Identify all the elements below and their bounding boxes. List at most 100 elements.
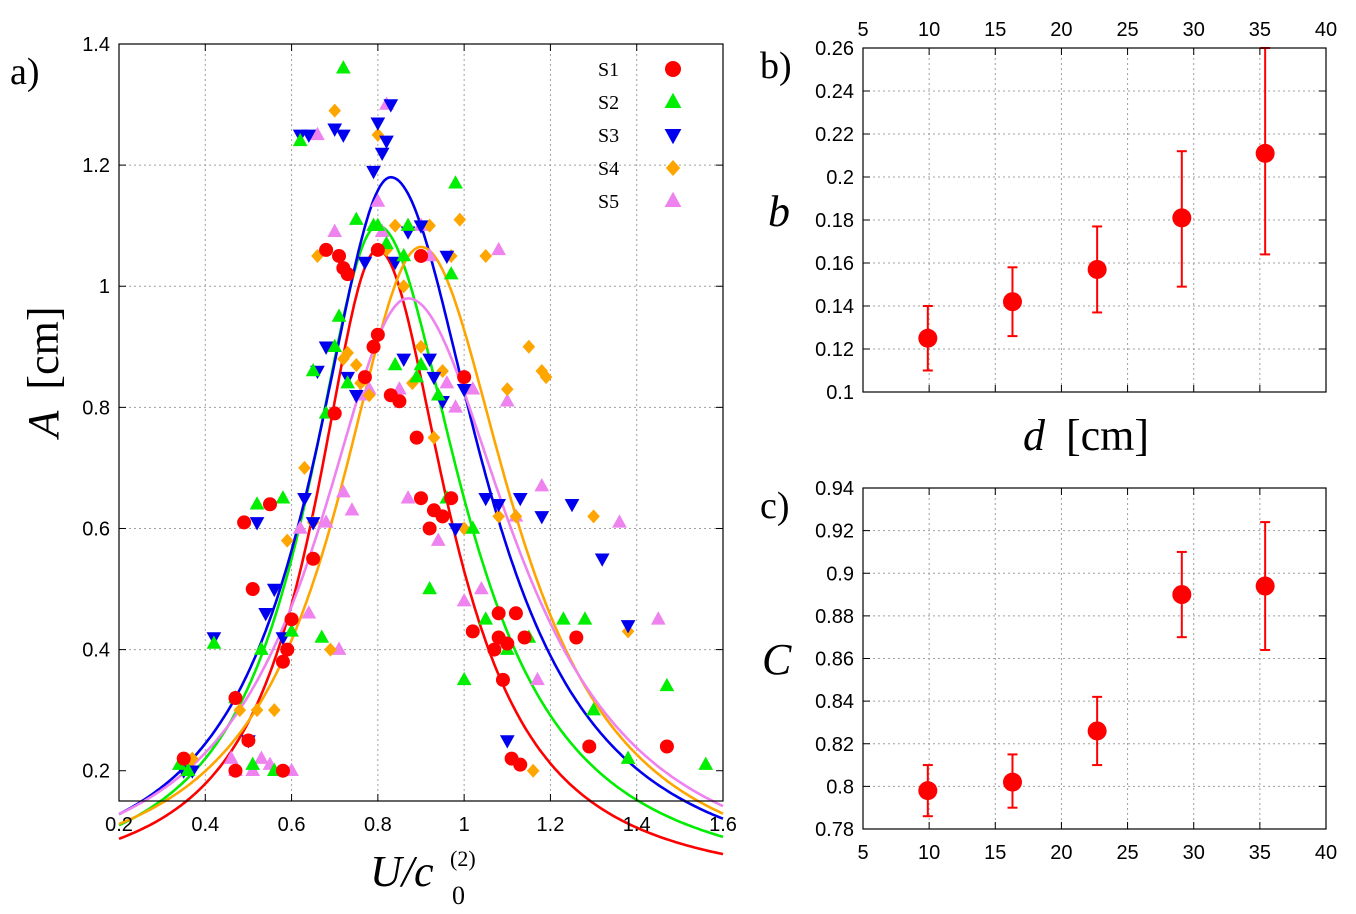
data-point-s4 [397, 279, 411, 294]
legend-label-s5: S5 [598, 191, 619, 213]
panel-a-frame [118, 43, 724, 802]
data-point-s1 [465, 624, 480, 639]
data-point-s1 [457, 370, 472, 385]
data-point-s5 [456, 593, 472, 607]
data-point-s2 [284, 623, 299, 637]
data-point-s4 [509, 509, 523, 524]
data-point-s2 [327, 338, 343, 353]
data-point-s4 [298, 460, 311, 475]
data-point-c [1172, 585, 1192, 605]
y-tick-label: 1 [99, 276, 110, 298]
data-point-s1 [569, 630, 584, 645]
data-point-s2 [245, 756, 261, 770]
data-point-s2 [400, 217, 416, 231]
data-point-s1 [357, 370, 372, 385]
data-point-s4 [427, 430, 441, 445]
data-point-s3 [512, 492, 528, 507]
panel-a-grid [119, 44, 723, 801]
y-tick-label: 0.12 [815, 339, 854, 361]
data-point-s5 [439, 375, 455, 389]
data-point-s4 [349, 357, 363, 372]
data-point-s5 [465, 381, 481, 395]
x-tick-label: 40 [1315, 842, 1337, 864]
data-point-s1 [659, 739, 674, 754]
panel-b-grid [863, 48, 1326, 392]
x-tick-label: 5 [857, 19, 868, 41]
data-point-s1 [414, 491, 428, 506]
data-point-s1 [422, 521, 437, 536]
data-point-s2 [396, 247, 412, 262]
legend-marker-s3 [664, 129, 682, 145]
legend-marker-s1 [665, 61, 681, 77]
data-point-s2 [430, 387, 446, 401]
data-point-s4 [436, 364, 449, 379]
y-tick-label: 0.88 [815, 606, 854, 628]
data-point-s5 [254, 750, 269, 764]
x-tick-label: 0.4 [191, 814, 219, 836]
panel-a-xlabel: U/c [370, 847, 434, 896]
panel-c-ticks: 5 10 15 20 25 30 35 40 0.78 0.8 0.82 0.84 0.86 0.88 0.… [815, 478, 1337, 864]
data-point-s3 [426, 371, 442, 386]
y-tick-label: 1.2 [82, 155, 110, 177]
data-point-s5 [400, 490, 416, 504]
data-point-s3 [383, 99, 399, 113]
data-point-s3 [318, 341, 334, 355]
y-tick-label: 0.2 [826, 167, 854, 189]
data-point-s1 [392, 394, 407, 409]
data-point-c [1087, 721, 1107, 741]
data-point-s1 [370, 327, 385, 342]
panel-a-ticks: 0.2 0.4 0.6 0.8 1 1.2 1.4 1.6 0.2 0.4 0.6 0.8 1 1.2 1.… [82, 34, 737, 836]
data-point-s4 [539, 370, 553, 385]
data-point-s5 [370, 193, 386, 207]
data-point-s1 [513, 757, 528, 772]
panel-b: 5 10 15 20 25 30 35 40 0.1 0.12 0.14 0.16 0.18 0.2 0.2… [760, 19, 1337, 460]
x-tick-label: 10 [918, 842, 940, 864]
x-tick-label: 0.6 [278, 814, 306, 836]
data-point-s4 [587, 509, 600, 524]
data-point-s4 [250, 703, 264, 718]
x-tick-label: 25 [1116, 842, 1138, 864]
data-point-s3 [499, 735, 515, 749]
data-point-s5 [331, 641, 347, 655]
data-point-s4 [453, 212, 467, 227]
data-point-s1 [517, 630, 532, 645]
data-point-s4 [414, 339, 428, 354]
y-tick-label: 0.16 [815, 253, 854, 275]
x-tick-label: 10 [918, 19, 940, 41]
data-point-s2 [698, 756, 714, 770]
y-tick-label: 0.9 [826, 563, 854, 585]
fit-curve-s2 [118, 224, 724, 839]
y-tick-label: 0.92 [815, 521, 854, 543]
data-point-s3 [564, 499, 580, 513]
data-point-s3 [357, 256, 373, 271]
y-tick-label: 0.1 [826, 382, 854, 404]
panel-c: 5 10 15 20 25 30 35 40 0.78 0.8 0.82 0.84 0.86 0.88 0.… [760, 478, 1337, 864]
data-point-s2 [478, 611, 494, 625]
data-point-s2 [305, 362, 321, 377]
data-point-s1 [228, 763, 243, 778]
y-tick-label: 1.4 [82, 34, 110, 56]
data-point-s2 [249, 496, 265, 510]
x-tick-label: 1 [459, 814, 470, 836]
panel-c-grid [863, 488, 1326, 829]
data-point-s5 [448, 399, 463, 413]
y-tick-label: 0.94 [815, 478, 854, 500]
panel-b-xlabel-unit: [cm] [1066, 411, 1149, 460]
panel-a-data-points [172, 60, 714, 779]
data-point-s2 [456, 671, 472, 686]
data-point-s5 [491, 241, 507, 256]
panel-a-legend: S1 S2 S3 S4 S5 [598, 59, 682, 213]
data-point-c [1002, 772, 1022, 792]
panel-a: 0.2 0.4 0.6 0.8 1 1.2 1.4 1.6 0.2 0.4 0.6 0.8 1 1.2 1.… [10, 34, 737, 910]
data-point-s4 [328, 103, 342, 118]
data-point-s5 [335, 484, 351, 498]
data-point-s1 [237, 515, 252, 530]
x-tick-label: 35 [1249, 842, 1271, 864]
data-point-s2 [620, 750, 636, 764]
panel-b-data-points [918, 47, 1275, 372]
y-tick-label: 0.26 [815, 38, 854, 60]
data-point-s3 [379, 135, 394, 149]
y-tick-label: 0.18 [815, 210, 854, 232]
data-point-s2 [348, 211, 364, 225]
data-point-s4 [526, 763, 540, 778]
